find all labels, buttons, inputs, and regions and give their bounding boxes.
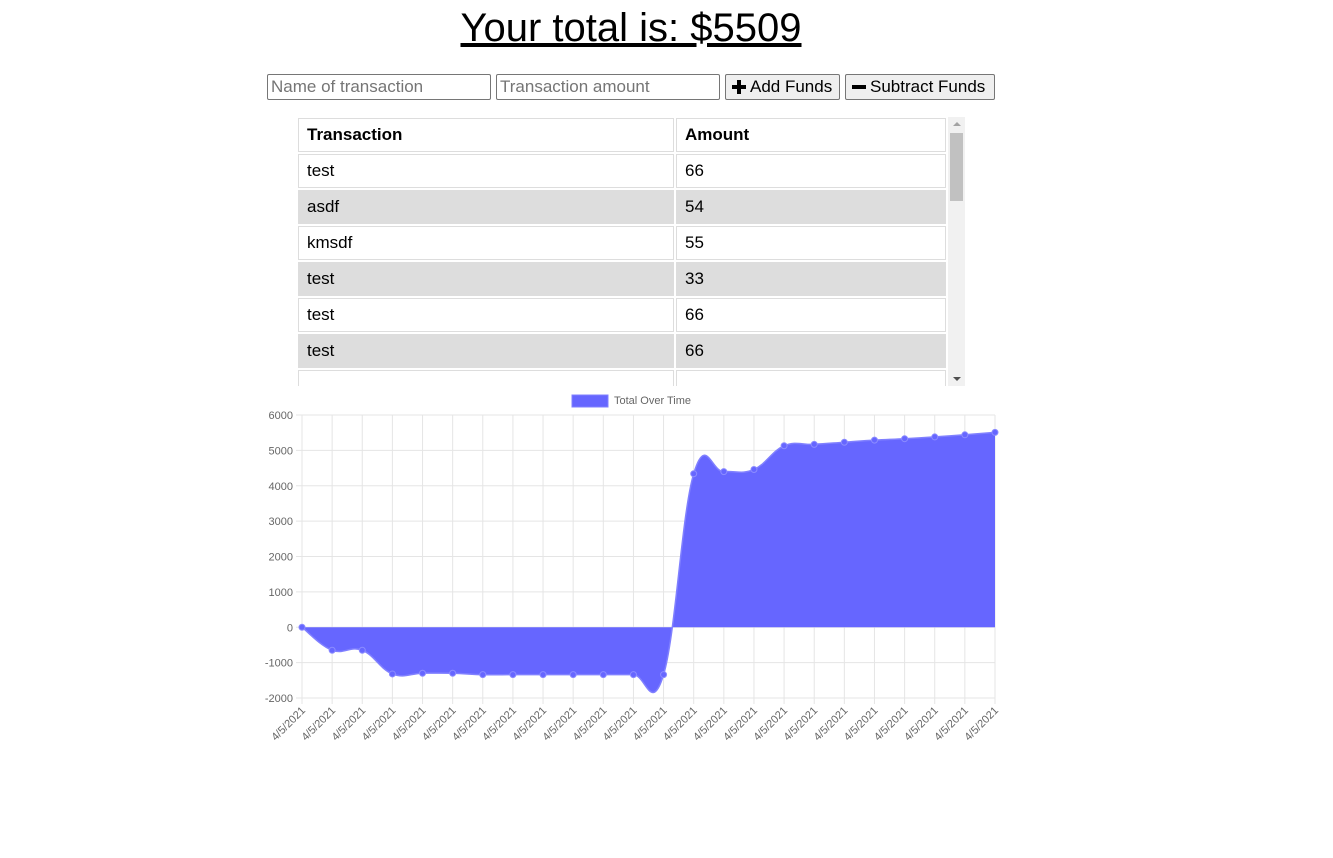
transaction-amount-cell: 33: [676, 262, 946, 296]
subtract-funds-label: Subtract Funds: [870, 77, 986, 96]
data-point: [419, 669, 427, 677]
y-axis-ticks: 6000 5000 4000 3000 2000 1000 0 -1000 -2000: [265, 410, 293, 705]
table-row: kmsdf 55: [298, 226, 946, 260]
y-tick-label: 2000: [269, 552, 293, 564]
transaction-form: Add Funds Subtract Funds: [267, 74, 995, 100]
transaction-amount-cell: 66: [676, 298, 946, 332]
transaction-name-cell: kmsdf: [298, 226, 674, 260]
data-point: [660, 671, 668, 679]
data-point: [358, 646, 366, 654]
data-point: [298, 623, 306, 631]
y-tick-label: 0: [287, 622, 293, 634]
transaction-name-input[interactable]: [267, 74, 491, 100]
data-point: [961, 431, 969, 439]
table-row: test 66: [298, 334, 946, 368]
transaction-amount-input[interactable]: [496, 74, 720, 100]
total-over-time-chart: 6000 5000 4000 3000 2000 1000 0 -1000 -2000 4/5/…: [265, 394, 1001, 744]
transaction-name-cell: test: [298, 154, 674, 188]
y-tick-label: 3000: [269, 516, 293, 528]
y-tick-label: 5000: [269, 445, 293, 457]
y-tick-label: 6000: [269, 410, 293, 422]
data-point: [449, 669, 457, 677]
data-point: [690, 470, 698, 478]
chart-area: [298, 428, 999, 694]
legend-label: Total Over Time: [614, 395, 691, 407]
data-point: [509, 671, 517, 679]
column-header-amount: Amount: [676, 118, 946, 152]
data-point: [750, 465, 758, 473]
transaction-amount-cell: 66: [676, 154, 946, 188]
y-tick-label: -2000: [265, 693, 293, 705]
data-point: [720, 468, 728, 476]
scroll-down-arrow-icon[interactable]: [948, 372, 965, 386]
transaction-amount-cell: 66: [676, 334, 946, 368]
y-tick-label: 4000: [269, 481, 293, 493]
data-point: [569, 671, 577, 679]
transaction-name-cell: test: [298, 262, 674, 296]
table-row: test 66: [298, 298, 946, 332]
scrollbar-thumb[interactable]: [950, 133, 963, 201]
data-point: [388, 670, 396, 678]
table-header-row: Transaction Amount: [298, 118, 946, 152]
data-point: [840, 438, 848, 446]
transaction-amount-cell: 54: [676, 190, 946, 224]
scroll-up-arrow-icon[interactable]: [948, 117, 965, 131]
column-header-transaction: Transaction: [298, 118, 674, 152]
transaction-name-cell: asdf: [298, 190, 674, 224]
table-row: test 66: [298, 154, 946, 188]
data-point: [931, 433, 939, 441]
table-row: test 33: [298, 262, 946, 296]
data-point: [870, 436, 878, 444]
transaction-name-cell: test: [298, 334, 674, 368]
data-point: [991, 428, 999, 436]
y-tick-label: 1000: [269, 587, 293, 599]
data-point: [328, 646, 336, 654]
transactions-table: Transaction Amount test 66 asdf 54 kmsdf…: [297, 117, 948, 386]
subtract-funds-button[interactable]: Subtract Funds: [845, 74, 995, 100]
transaction-amount-cell: 55: [676, 226, 946, 260]
data-point: [539, 671, 547, 679]
chart-legend[interactable]: Total Over Time: [571, 394, 691, 408]
transaction-name-cell: test: [298, 298, 674, 332]
transaction-amount-cell: [676, 370, 946, 386]
data-point: [901, 435, 909, 443]
data-point: [599, 671, 607, 679]
table-row: asdf 54: [298, 190, 946, 224]
x-axis-ticks: 4/5/20214/5/20214/5/20214/5/20214/5/2021…: [269, 705, 1001, 744]
data-point: [780, 442, 788, 450]
series-area-fill: [302, 432, 995, 693]
total-heading: Your total is: $5509: [460, 6, 802, 50]
data-point: [479, 671, 487, 679]
legend-swatch: [571, 394, 609, 408]
add-funds-button[interactable]: Add Funds: [725, 74, 840, 100]
plus-icon: [732, 80, 746, 94]
add-funds-label: Add Funds: [750, 77, 833, 96]
y-tick-label: -1000: [265, 658, 293, 670]
table-row: [298, 370, 946, 386]
transaction-name-cell: [298, 370, 674, 386]
data-point: [810, 440, 818, 448]
table-scrollbar[interactable]: [948, 117, 965, 386]
data-point: [629, 671, 637, 679]
minus-icon: [852, 80, 866, 94]
transactions-table-container[interactable]: Transaction Amount test 66 asdf 54 kmsdf…: [297, 117, 965, 386]
